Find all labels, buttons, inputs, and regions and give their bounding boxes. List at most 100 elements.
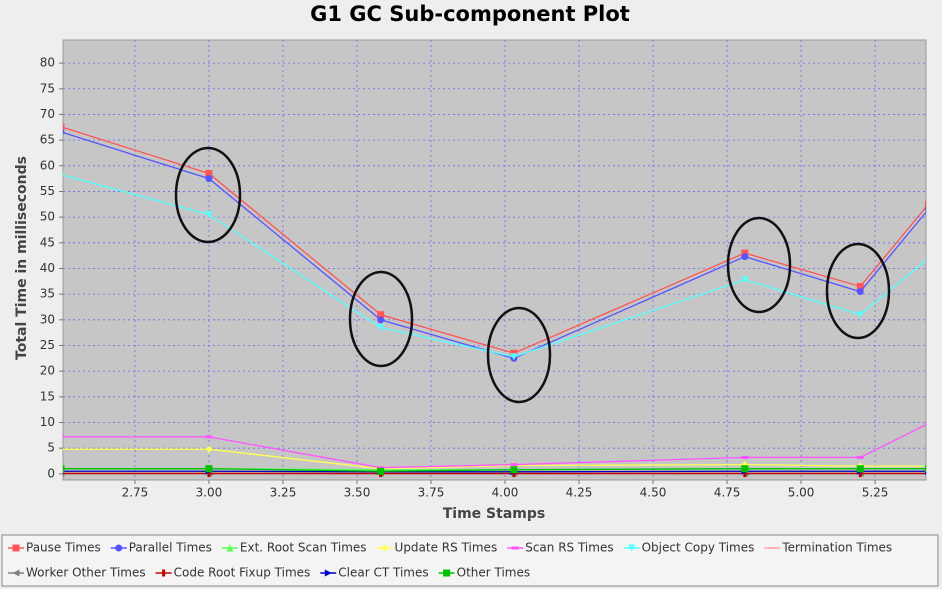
y-tick-label: 45 <box>40 235 55 249</box>
y-tick-label: 60 <box>40 158 55 172</box>
marker <box>205 445 213 453</box>
y-tick-label: 30 <box>40 312 55 326</box>
annotations <box>174 146 891 404</box>
marker <box>858 470 862 478</box>
marker <box>856 455 864 459</box>
marker <box>510 466 518 474</box>
legend-box <box>1 534 939 587</box>
highlight-ellipse <box>825 242 891 340</box>
x-tick-label: 2.75 <box>122 486 149 500</box>
marker <box>512 470 516 478</box>
marker <box>12 569 20 577</box>
marker <box>115 544 123 552</box>
marker <box>377 316 385 324</box>
legend-label: Pause Times <box>26 541 101 555</box>
y-tick-label: 35 <box>40 287 55 301</box>
legend-label: Scan RS Times <box>525 541 613 555</box>
marker <box>443 569 451 577</box>
marker <box>205 465 213 473</box>
x-tick-label: 4.25 <box>566 486 593 500</box>
marker <box>741 455 749 459</box>
y-tick-label: 70 <box>40 107 55 121</box>
y-tick-label: 0 <box>47 466 55 480</box>
marker <box>741 465 749 473</box>
marker <box>856 282 864 290</box>
marker <box>856 465 864 473</box>
marker <box>377 311 385 319</box>
marker <box>63 171 65 174</box>
x-tick-label: 4.75 <box>714 486 741 500</box>
marker <box>207 470 211 478</box>
x-tick-label: 3.25 <box>270 486 297 500</box>
marker <box>510 349 518 357</box>
series-line <box>63 470 926 473</box>
x-tick-label: 3.50 <box>344 486 371 500</box>
y-tick-label: 5 <box>47 441 55 455</box>
highlight-ellipse <box>174 146 242 244</box>
marker <box>12 544 20 552</box>
x-tick-label: 5.00 <box>788 486 815 500</box>
marker <box>377 324 385 332</box>
marker <box>768 547 776 549</box>
y-tick-label: 40 <box>40 261 55 275</box>
marker <box>924 465 926 473</box>
legend-label: Update RS Times <box>395 541 498 555</box>
marker <box>205 435 213 439</box>
x-tick-label: 3.75 <box>418 486 445 500</box>
marker <box>628 544 636 552</box>
x-tick-label: 4.50 <box>640 486 667 500</box>
x-axis-label: Time Stamps <box>443 506 545 522</box>
legend-label: Worker Other Times <box>26 566 146 580</box>
legend-label: Other Times <box>457 566 531 580</box>
marker <box>511 546 519 550</box>
y-tick-label: 20 <box>40 364 55 378</box>
legend-label: Ext. Root Scan Times <box>240 541 367 555</box>
marker <box>205 169 213 177</box>
marker <box>381 544 389 552</box>
y-tick-label: 10 <box>40 415 55 429</box>
chart-title: G1 GC Sub-component Plot <box>310 2 630 26</box>
legend-label: Termination Times <box>781 541 892 555</box>
y-tick-label: 75 <box>40 81 55 95</box>
y-tick-label: 55 <box>40 184 55 198</box>
legend-label: Clear CT Times <box>338 566 428 580</box>
x-tick-label: 4.00 <box>492 486 519 500</box>
marker <box>741 249 749 257</box>
x-tick-label: 5.25 <box>862 486 889 500</box>
highlight-ellipse <box>726 216 792 314</box>
y-tick-label: 15 <box>40 389 55 403</box>
marker <box>856 288 864 296</box>
marker <box>63 123 65 131</box>
marker <box>162 569 166 577</box>
marker <box>205 211 213 219</box>
marker <box>377 466 385 470</box>
marker <box>226 544 234 552</box>
highlight-ellipse <box>348 270 414 368</box>
y-tick-label: 50 <box>40 210 55 224</box>
y-tick-label: 80 <box>40 56 55 70</box>
marker <box>856 311 864 319</box>
legend-label: Parallel Times <box>129 541 212 555</box>
marker <box>743 470 747 478</box>
marker <box>377 467 385 475</box>
highlight-ellipse <box>486 306 552 404</box>
marker <box>324 569 332 577</box>
marker <box>924 200 926 208</box>
marker <box>63 435 65 439</box>
legend-label: Object Copy Times <box>642 541 755 555</box>
marker <box>741 253 749 261</box>
marker <box>63 447 65 451</box>
marker <box>510 463 518 467</box>
plot-layer <box>63 40 926 480</box>
marker <box>741 276 749 284</box>
plot-area <box>62 39 927 481</box>
marker <box>924 422 926 426</box>
y-tick-label: 25 <box>40 338 55 352</box>
marker <box>63 465 65 473</box>
y-tick-label: 65 <box>40 133 55 147</box>
marker <box>510 353 518 361</box>
marker <box>924 206 926 213</box>
y-axis-label: Total Time in milliseconds <box>14 156 30 360</box>
x-tick-label: 3.00 <box>196 486 223 500</box>
